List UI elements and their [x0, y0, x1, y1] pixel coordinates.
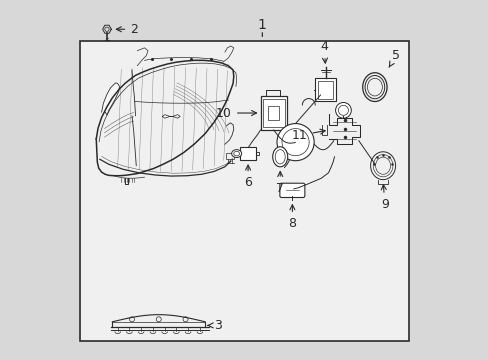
Text: 10: 10 — [216, 107, 256, 120]
Bar — [240, 147, 255, 160]
Text: 9: 9 — [380, 185, 388, 211]
Text: 1: 1 — [257, 18, 266, 32]
Text: 5: 5 — [388, 49, 399, 67]
Ellipse shape — [231, 150, 241, 157]
Text: 7: 7 — [276, 171, 284, 195]
Bar — [260, 96, 287, 130]
Text: 6: 6 — [244, 165, 251, 189]
Text: 11: 11 — [291, 129, 325, 142]
Polygon shape — [102, 83, 119, 115]
FancyBboxPatch shape — [279, 183, 304, 198]
Circle shape — [276, 123, 313, 161]
Circle shape — [338, 105, 348, 115]
Circle shape — [282, 129, 308, 156]
Bar — [268, 107, 279, 120]
Bar — [225, 153, 233, 158]
Circle shape — [335, 103, 350, 118]
Bar — [315, 78, 335, 102]
Text: 3: 3 — [208, 319, 222, 332]
Bar — [80, 41, 408, 341]
Bar — [317, 81, 332, 99]
Text: 8: 8 — [288, 205, 296, 230]
Ellipse shape — [275, 150, 285, 164]
Ellipse shape — [272, 147, 287, 167]
Text: 2: 2 — [116, 23, 138, 36]
Ellipse shape — [233, 151, 239, 156]
Bar — [263, 99, 284, 127]
Text: 4: 4 — [320, 40, 327, 63]
